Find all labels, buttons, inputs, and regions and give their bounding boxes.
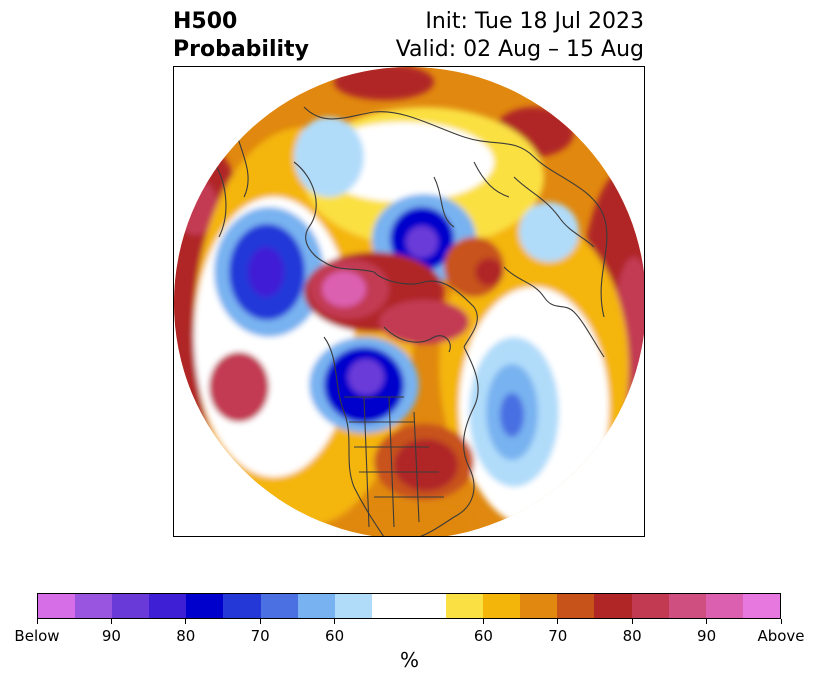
colorbar-ticks [36, 619, 782, 629]
colorbar-tick [36, 619, 38, 624]
colorbar-cell [334, 594, 372, 618]
colorbar-cell [38, 594, 76, 618]
colorbar-cell [705, 594, 743, 618]
colorbar-cell [668, 594, 706, 618]
colorbar-cell [297, 594, 335, 618]
colorbar-tick-label: 80 [622, 627, 642, 645]
title-product: Probability [173, 37, 309, 62]
colorbar-tick [780, 619, 782, 624]
map-title: H500 Probability [173, 8, 309, 64]
colorbar-cell [742, 594, 780, 618]
colorbar-cell [112, 594, 150, 618]
init-date: Init: Tue 18 Jul 2023 [425, 9, 644, 34]
colorbar-tick-label: 80 [176, 627, 196, 645]
colorbar-tick [706, 619, 708, 624]
colorbar-cell [260, 594, 298, 618]
colorbar-cell [223, 594, 261, 618]
colorbar-tick-label: 70 [548, 627, 568, 645]
anomaly-sw-rose [209, 352, 269, 422]
colorbar-tick-label: Above [757, 627, 805, 645]
colorbar-tick-label: 90 [697, 627, 717, 645]
colorbar-tick-label: 60 [473, 627, 493, 645]
coastlines [213, 106, 608, 536]
anomaly-us-red [394, 439, 458, 491]
colorbar-tick [482, 619, 484, 624]
colorbar-tick [631, 619, 633, 624]
colorbar-cell [594, 594, 632, 618]
colorbar-tick [557, 619, 559, 624]
colorbar-cell [371, 594, 409, 618]
polar-stereographic-map [174, 67, 644, 536]
colorbar-tick-label: 90 [101, 627, 121, 645]
valid-range: Valid: 02 Aug – 15 Aug [395, 37, 644, 62]
anomaly-ne-light-blue [519, 202, 579, 262]
colorbar-tick [259, 619, 261, 624]
colorbar [37, 593, 781, 619]
colorbar-tick [110, 619, 112, 624]
colorbar-cell [408, 594, 447, 618]
colorbar-cell [75, 594, 113, 618]
colorbar-tick-label: Below [14, 627, 60, 645]
anomaly-canada-peak [348, 359, 384, 395]
map-dates: Init: Tue 18 Jul 2023 Valid: 02 Aug – 15… [396, 8, 644, 64]
anomaly-top-red [334, 67, 434, 100]
colorbar-cell [149, 594, 187, 618]
colorbar-cell [520, 594, 558, 618]
colorbar-cell [557, 594, 595, 618]
colorbar-cell [186, 594, 224, 618]
probability-map [173, 66, 645, 537]
anomaly-europe-red [475, 258, 503, 286]
colorbar-tick-label: 70 [250, 627, 270, 645]
colorbar-cell [483, 594, 521, 618]
anomaly-pacific-peak [248, 247, 284, 297]
anomaly-arctic-peak [322, 271, 366, 307]
title-variable: H500 [173, 9, 238, 34]
anomaly-north-light-blue [294, 117, 364, 197]
colorbar-unit: % [399, 648, 419, 672]
colorbar-tick [334, 619, 336, 624]
anomaly-greenland-rose [379, 300, 469, 344]
colorbar-tick-label: 60 [325, 627, 345, 645]
anomaly-siberia-peak [406, 226, 438, 258]
colorbar-tick [185, 619, 187, 624]
anomaly-atlantic-core [500, 393, 524, 437]
colorbar-cell [446, 594, 484, 618]
colorbar-cell [631, 594, 669, 618]
